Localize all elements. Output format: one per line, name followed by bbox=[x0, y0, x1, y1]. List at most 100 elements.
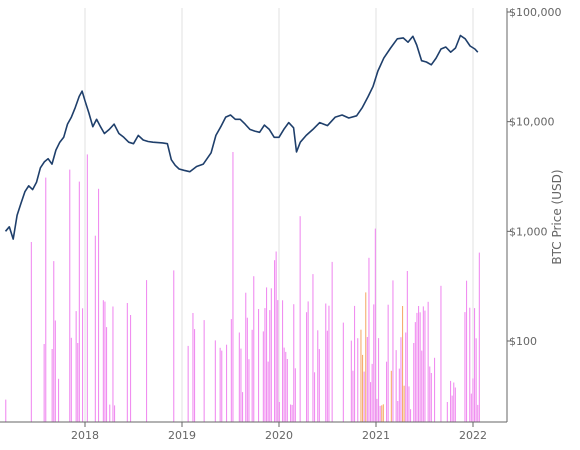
signal-bar bbox=[360, 329, 362, 422]
signal-bar bbox=[453, 382, 455, 422]
signal-bar bbox=[294, 368, 296, 422]
signal-bar bbox=[416, 312, 418, 422]
signal-bar bbox=[173, 270, 175, 422]
signal-bar bbox=[77, 343, 79, 422]
signal-bar bbox=[194, 329, 196, 422]
signal-bar bbox=[429, 366, 431, 422]
y-tick-label: $100 bbox=[509, 335, 537, 348]
signal-bar bbox=[410, 409, 412, 422]
signal-bar bbox=[392, 280, 394, 422]
signal-bar bbox=[306, 312, 308, 422]
signal-bar bbox=[325, 303, 327, 422]
signal-bar bbox=[434, 357, 436, 422]
signal-bar bbox=[30, 242, 32, 422]
signal-bar bbox=[312, 274, 314, 422]
signal-bar bbox=[240, 348, 242, 422]
signal-bar bbox=[454, 387, 456, 422]
signal-bar bbox=[464, 312, 466, 422]
x-tick-label: 2022 bbox=[459, 429, 487, 442]
signal-bar bbox=[446, 402, 448, 422]
y-tick-label: $1,000 bbox=[509, 225, 548, 238]
signal-bar bbox=[314, 372, 316, 422]
signal-bar bbox=[363, 371, 365, 422]
signal-bar bbox=[283, 347, 285, 422]
signal-bar bbox=[146, 280, 148, 422]
signal-bar bbox=[374, 228, 376, 422]
signal-bar bbox=[418, 306, 420, 422]
signal-bar bbox=[286, 359, 288, 422]
x-tick-label: 2018 bbox=[71, 429, 99, 442]
signal-bar bbox=[397, 401, 399, 422]
signal-bar bbox=[379, 405, 381, 422]
signal-bar bbox=[466, 280, 468, 422]
signal-bar bbox=[365, 292, 367, 422]
signal-bar bbox=[421, 350, 423, 422]
signal-bar bbox=[395, 350, 397, 422]
signal-bar bbox=[440, 285, 442, 422]
signal-bar bbox=[390, 370, 392, 422]
signal-bar bbox=[82, 308, 84, 422]
signal-bar bbox=[400, 337, 402, 422]
signal-bar bbox=[245, 292, 247, 422]
signal-bar bbox=[362, 354, 364, 422]
signal-bar bbox=[262, 331, 264, 422]
signal-bar bbox=[267, 361, 269, 422]
signal-bar bbox=[474, 308, 476, 422]
signal-bar bbox=[282, 300, 284, 422]
signal-bar bbox=[54, 320, 56, 422]
signal-bar bbox=[408, 386, 410, 422]
signal-bar bbox=[264, 308, 266, 422]
signal-bar bbox=[275, 251, 277, 422]
signal-bar bbox=[266, 287, 268, 422]
signal-bar bbox=[293, 304, 295, 422]
signal-bar bbox=[86, 154, 88, 422]
signal-bar bbox=[203, 320, 205, 422]
signal-bar bbox=[299, 216, 301, 422]
signal-bar bbox=[424, 310, 426, 422]
signal-bar bbox=[371, 363, 373, 422]
signal-bar bbox=[386, 361, 388, 422]
signal-bar bbox=[126, 303, 128, 422]
signal-bars bbox=[5, 152, 480, 422]
signal-bar bbox=[342, 322, 344, 422]
signal-bar bbox=[478, 252, 480, 422]
signal-bar bbox=[221, 350, 223, 422]
signal-bar bbox=[102, 300, 104, 422]
signal-bar bbox=[285, 351, 287, 422]
signal-bar bbox=[130, 315, 132, 422]
signal-bar bbox=[451, 395, 453, 422]
signal-bar bbox=[187, 345, 189, 422]
signal-bar bbox=[226, 344, 228, 422]
signal-bar bbox=[112, 306, 114, 422]
y-tick-label: $10,000 bbox=[509, 116, 555, 129]
signal-bar bbox=[246, 317, 248, 422]
signal-bar bbox=[405, 332, 407, 422]
signal-bar bbox=[106, 327, 108, 422]
signal-bar bbox=[75, 311, 77, 422]
signal-bar bbox=[472, 378, 474, 422]
signal-bar bbox=[403, 385, 405, 422]
signal-bar bbox=[387, 304, 389, 422]
signal-bar bbox=[290, 404, 292, 422]
signal-bar bbox=[376, 398, 378, 422]
signal-bar bbox=[5, 399, 7, 422]
signal-bar bbox=[70, 337, 72, 422]
signal-bar bbox=[114, 405, 116, 422]
x-axis-ticks: 2018 2019 2020 2021 2022 bbox=[71, 422, 487, 442]
signal-bar bbox=[382, 404, 384, 422]
signal-bar bbox=[58, 378, 60, 422]
signal-bar bbox=[350, 340, 352, 422]
signal-bar bbox=[238, 332, 240, 422]
signal-bar bbox=[219, 347, 221, 422]
signal-bar bbox=[373, 304, 375, 422]
signal-bar bbox=[242, 392, 244, 422]
signal-bar bbox=[78, 181, 80, 422]
signal-bar bbox=[53, 261, 55, 422]
price-line bbox=[4, 34, 479, 240]
signal-bar bbox=[406, 271, 408, 422]
signal-bar bbox=[398, 368, 400, 422]
signal-bar bbox=[352, 370, 354, 422]
y-axis-ticks: $100 $1,000 $10,000 $100,000 bbox=[507, 6, 562, 348]
signal-bar bbox=[317, 330, 319, 422]
